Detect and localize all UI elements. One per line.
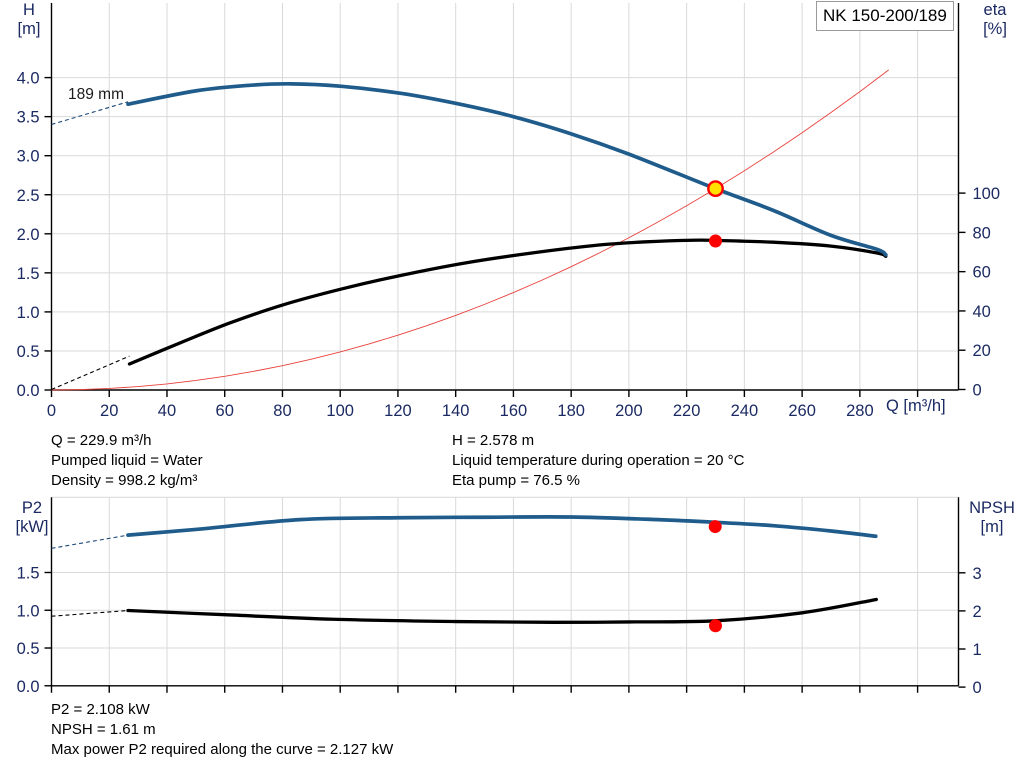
svg-text:40: 40: [158, 402, 176, 420]
svg-text:3.0: 3.0: [17, 148, 40, 166]
svg-text:1.0: 1.0: [17, 602, 40, 620]
svg-text:40: 40: [973, 303, 991, 321]
svg-text:2.5: 2.5: [17, 187, 40, 205]
svg-text:20: 20: [973, 342, 991, 360]
svg-text:200: 200: [615, 402, 643, 420]
svg-text:120: 120: [384, 402, 412, 420]
svg-text:0.0: 0.0: [17, 678, 40, 696]
svg-text:80: 80: [273, 402, 291, 420]
svg-text:4.0: 4.0: [17, 70, 40, 88]
svg-text:0.5: 0.5: [17, 640, 40, 658]
svg-text:2: 2: [973, 603, 982, 621]
svg-text:260: 260: [788, 402, 816, 420]
svg-text:20: 20: [100, 402, 118, 420]
svg-text:60: 60: [973, 264, 991, 282]
svg-text:100: 100: [973, 185, 1001, 203]
svg-text:0: 0: [973, 679, 982, 697]
svg-text:1: 1: [973, 641, 982, 659]
svg-text:60: 60: [216, 402, 234, 420]
svg-text:1.0: 1.0: [17, 304, 40, 322]
svg-text:3.5: 3.5: [17, 109, 40, 127]
svg-text:0.5: 0.5: [17, 343, 40, 361]
svg-text:80: 80: [973, 224, 991, 242]
svg-text:0: 0: [47, 402, 56, 420]
svg-text:2.0: 2.0: [17, 226, 40, 244]
svg-text:0: 0: [973, 382, 982, 400]
svg-text:180: 180: [557, 402, 585, 420]
svg-text:100: 100: [326, 402, 354, 420]
svg-text:220: 220: [673, 402, 701, 420]
svg-text:240: 240: [731, 402, 759, 420]
svg-text:140: 140: [442, 402, 470, 420]
svg-text:160: 160: [500, 402, 528, 420]
svg-text:1.5: 1.5: [17, 265, 40, 283]
svg-text:280: 280: [846, 402, 874, 420]
svg-text:3: 3: [973, 565, 982, 583]
svg-text:0.0: 0.0: [17, 382, 40, 400]
svg-text:1.5: 1.5: [17, 565, 40, 583]
